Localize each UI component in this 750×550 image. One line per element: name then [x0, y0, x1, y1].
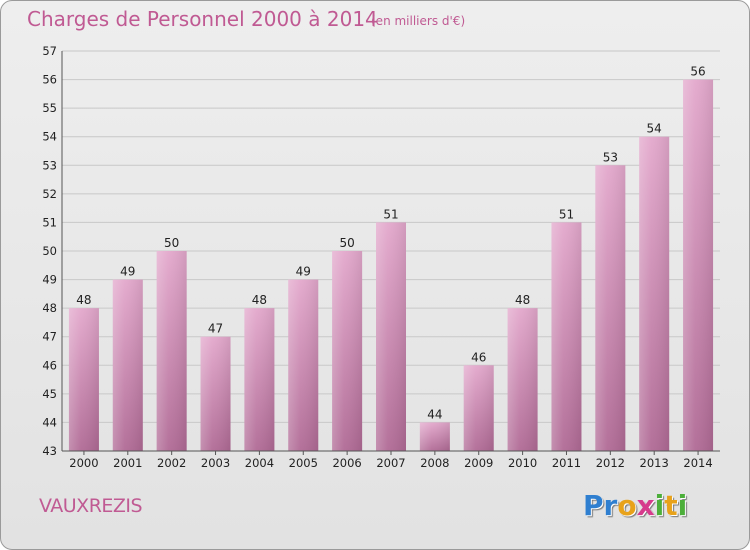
y-tick-label: 55: [42, 101, 57, 115]
y-tick-label: 51: [42, 215, 57, 229]
y-tick-label: 48: [42, 301, 57, 315]
chart-title: Charges de Personnel 2000 à 2014: [27, 7, 378, 31]
x-tick-label: 2003: [201, 456, 230, 470]
x-tick-label: 2013: [640, 456, 669, 470]
x-tick-label: 2014: [683, 456, 712, 470]
logo-letter: i: [654, 489, 665, 522]
y-tick-label: 56: [42, 73, 57, 87]
bar-value-label: 51: [383, 207, 398, 221]
bar-value-label: 50: [339, 236, 354, 250]
bar-value-label: 48: [515, 293, 530, 307]
bar-value-label: 47: [208, 322, 223, 336]
y-tick-label: 45: [42, 387, 57, 401]
y-tick-label: 49: [42, 273, 57, 287]
x-tick-label: 2012: [596, 456, 625, 470]
bars-group: 48 49 50 47 48 49 50 51 44 46 48 51 53 54 56: [68, 65, 714, 452]
bar-shine: [507, 308, 538, 451]
x-tick-label: 2001: [113, 456, 142, 470]
x-tick-label: 2009: [464, 456, 493, 470]
bar-shine: [639, 136, 670, 451]
proxiti-logo[interactable]: Proxiti: [583, 489, 687, 522]
x-tick-label: 2004: [245, 456, 274, 470]
x-tick-label: 2010: [508, 456, 537, 470]
y-tick-label: 43: [42, 444, 57, 458]
bar-value-label: 44: [427, 407, 442, 421]
bar-shine: [200, 336, 231, 451]
bar-shine: [156, 251, 187, 451]
bar-value-label: 48: [252, 293, 267, 307]
bar-value-label: 49: [296, 265, 311, 279]
y-tick-label: 44: [42, 415, 57, 429]
logo-letter: i: [677, 489, 688, 522]
y-tick-label: 46: [42, 358, 57, 372]
x-tick-label: 2008: [420, 456, 449, 470]
logo-letter: x: [636, 489, 655, 522]
bar-shine: [595, 165, 626, 452]
bar-shine: [419, 422, 450, 451]
bar-value-label: 49: [120, 265, 135, 279]
bar-shine: [463, 365, 494, 451]
bar-value-label: 54: [647, 122, 662, 136]
commune-name: VAUXREZIS: [39, 495, 143, 517]
x-tick-label: 2002: [157, 456, 186, 470]
logo-letter: t: [664, 489, 678, 522]
bar-value-label: 53: [603, 150, 618, 164]
y-tick-label: 54: [42, 130, 57, 144]
axes-group: 43 44 45 46 47 48 49 50 51 52 53 54 55 56 57 2000 2001 20…: [42, 44, 720, 470]
bar-shine: [683, 79, 714, 452]
logo-letter: P: [583, 489, 604, 522]
x-tick-label: 2005: [289, 456, 318, 470]
bar-shine: [551, 222, 582, 451]
y-tick-label: 47: [42, 330, 57, 344]
x-tick-label: 2000: [69, 456, 98, 470]
chart-subtitle: (en milliers d'€): [371, 14, 466, 28]
x-tick-label: 2006: [332, 456, 361, 470]
bar-shine: [244, 308, 275, 451]
y-tick-label: 53: [42, 158, 57, 172]
bar-value-label: 50: [164, 236, 179, 250]
x-tick-label: 2011: [552, 456, 581, 470]
bar-shine: [288, 279, 319, 451]
y-tick-label: 50: [42, 244, 57, 258]
bar-value-label: 56: [690, 65, 705, 79]
logo-letter: o: [617, 489, 637, 522]
y-tick-label: 52: [42, 187, 57, 201]
bar-shine: [376, 222, 406, 451]
bar-shine: [112, 279, 143, 451]
bar-value-label: 46: [471, 350, 486, 364]
logo-letter: r: [603, 489, 618, 522]
y-tick-label: 57: [42, 44, 57, 58]
bar-value-label: 48: [76, 293, 91, 307]
bar-value-label: 51: [559, 207, 574, 221]
x-tick-label: 2007: [376, 456, 405, 470]
bar-shine: [68, 308, 99, 451]
bar-shine: [332, 251, 363, 451]
